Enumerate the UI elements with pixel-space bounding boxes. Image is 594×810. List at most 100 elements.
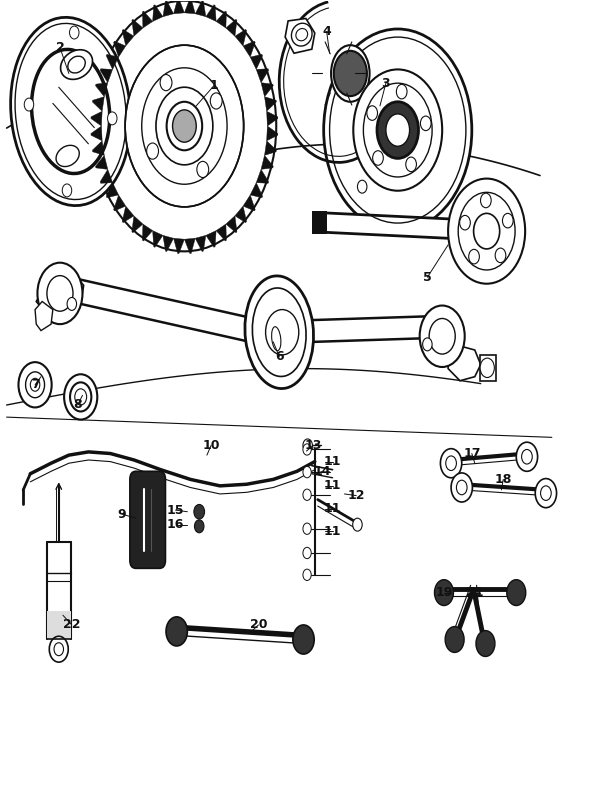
Circle shape [503,213,513,228]
Polygon shape [122,206,134,223]
Circle shape [516,442,538,471]
Polygon shape [163,236,173,251]
Circle shape [372,151,383,165]
Text: 20: 20 [249,619,267,632]
Polygon shape [93,141,105,156]
Circle shape [64,374,97,420]
Circle shape [266,309,299,355]
Text: 15: 15 [167,504,184,517]
Polygon shape [132,215,143,232]
Circle shape [353,70,442,190]
Text: 7: 7 [31,378,39,391]
Circle shape [481,193,491,207]
Circle shape [303,444,311,455]
Circle shape [353,518,362,531]
Text: 22: 22 [63,619,81,632]
Circle shape [303,569,311,581]
Text: 12: 12 [347,489,365,502]
Text: 11: 11 [324,502,342,515]
Circle shape [386,114,410,147]
Ellipse shape [56,145,79,167]
Circle shape [142,68,227,184]
Circle shape [460,215,470,230]
Circle shape [480,358,494,377]
Text: 1: 1 [210,79,219,92]
Text: 6: 6 [275,350,283,363]
Polygon shape [235,206,247,223]
Circle shape [62,184,72,197]
Polygon shape [250,54,263,70]
Circle shape [160,75,172,91]
Circle shape [37,262,83,324]
Circle shape [30,378,40,391]
Text: 10: 10 [203,439,220,452]
Circle shape [93,1,276,251]
Circle shape [448,178,525,284]
Circle shape [303,523,311,535]
Ellipse shape [296,28,308,40]
Circle shape [495,248,506,262]
Ellipse shape [245,276,314,389]
Ellipse shape [331,45,369,102]
Circle shape [451,473,472,502]
Polygon shape [184,0,195,14]
Polygon shape [256,69,268,83]
Text: 9: 9 [118,508,127,521]
Polygon shape [100,69,112,83]
Polygon shape [100,169,112,183]
Circle shape [445,627,464,652]
Polygon shape [267,111,278,126]
Circle shape [440,449,462,478]
Ellipse shape [61,49,93,79]
Polygon shape [36,271,84,316]
Polygon shape [243,41,255,58]
Circle shape [446,456,456,471]
Polygon shape [250,182,263,198]
Polygon shape [91,126,102,141]
Polygon shape [184,238,195,254]
Circle shape [421,116,431,130]
Polygon shape [216,11,226,28]
Polygon shape [264,96,276,111]
Circle shape [456,480,467,495]
Circle shape [18,362,52,407]
Polygon shape [163,1,173,17]
Polygon shape [195,1,206,17]
Circle shape [364,83,432,177]
Circle shape [522,450,532,464]
Circle shape [147,143,159,160]
Polygon shape [261,83,273,96]
Circle shape [429,318,455,354]
Circle shape [535,479,557,508]
Text: 11: 11 [324,480,342,492]
Circle shape [334,51,367,96]
Text: 14: 14 [314,465,331,478]
Polygon shape [261,156,273,169]
Polygon shape [226,19,237,36]
Circle shape [396,84,407,99]
Circle shape [47,275,73,311]
Polygon shape [216,224,226,241]
Polygon shape [448,347,481,381]
Ellipse shape [252,288,306,377]
Polygon shape [264,141,276,156]
Circle shape [406,157,416,172]
Polygon shape [47,612,71,640]
Polygon shape [285,19,315,53]
Ellipse shape [68,56,86,73]
Polygon shape [479,355,495,381]
FancyBboxPatch shape [130,471,166,569]
Polygon shape [206,231,216,247]
Polygon shape [93,96,105,111]
Text: 21: 21 [466,586,484,599]
Polygon shape [113,41,126,58]
Circle shape [194,505,204,519]
Polygon shape [256,169,268,183]
Text: 8: 8 [74,399,82,411]
Text: 18: 18 [495,473,512,486]
Circle shape [458,192,515,270]
Circle shape [70,382,91,411]
Polygon shape [47,543,71,640]
Polygon shape [235,29,247,46]
Circle shape [156,87,213,165]
